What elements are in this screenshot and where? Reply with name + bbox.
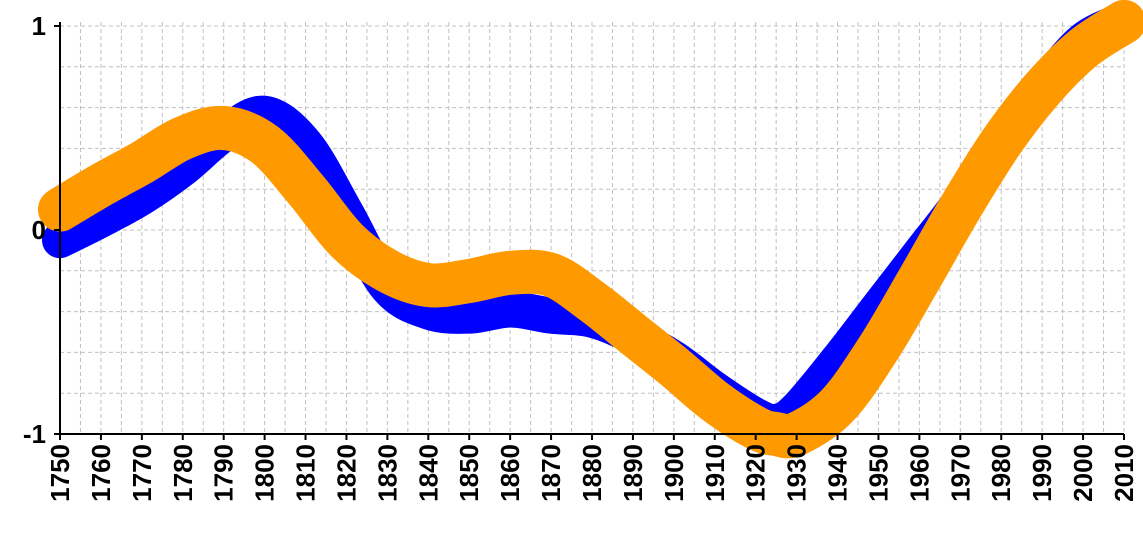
- x-tick-label: 1760: [86, 444, 116, 502]
- series-orange-line: [38, 0, 1143, 459]
- x-tick-label: 1880: [577, 444, 607, 502]
- x-tick-label: 1780: [168, 444, 198, 502]
- x-tick-label: 2010: [1109, 444, 1139, 502]
- x-tick-label: 1890: [618, 444, 648, 502]
- x-tick-label: 1910: [700, 444, 730, 502]
- x-tick-label: 1750: [45, 444, 75, 502]
- x-tick-label: 1990: [1027, 444, 1057, 502]
- x-tick-label: 1850: [454, 444, 484, 502]
- x-tick-label: 1900: [659, 444, 689, 502]
- orange-line-series: [38, 0, 1143, 459]
- x-tick-label: 1930: [782, 444, 812, 502]
- x-tick-label: 1840: [413, 444, 443, 502]
- x-tick-label: 1970: [945, 444, 975, 502]
- x-tick-label: 1790: [209, 444, 239, 502]
- x-tick-label: 1860: [495, 444, 525, 502]
- x-tick-label: 1980: [986, 444, 1016, 502]
- x-tick-label: 1950: [863, 444, 893, 502]
- y-tick-label: 1: [32, 11, 46, 41]
- y-tick-label: -1: [23, 419, 46, 449]
- x-tick-label: 1830: [372, 444, 402, 502]
- x-tick-label: 2000: [1068, 444, 1098, 502]
- x-tick-label: 1820: [331, 444, 361, 502]
- x-tick-label: 1940: [823, 444, 853, 502]
- x-tick-label: 1960: [904, 444, 934, 502]
- x-tick-label: 1800: [250, 444, 280, 502]
- x-tick-label: 1870: [536, 444, 566, 502]
- x-tick-label: 1920: [741, 444, 771, 502]
- x-tick-label: 1770: [127, 444, 157, 502]
- y-tick-label: 0: [32, 215, 46, 245]
- x-tick-label: 1810: [291, 444, 321, 502]
